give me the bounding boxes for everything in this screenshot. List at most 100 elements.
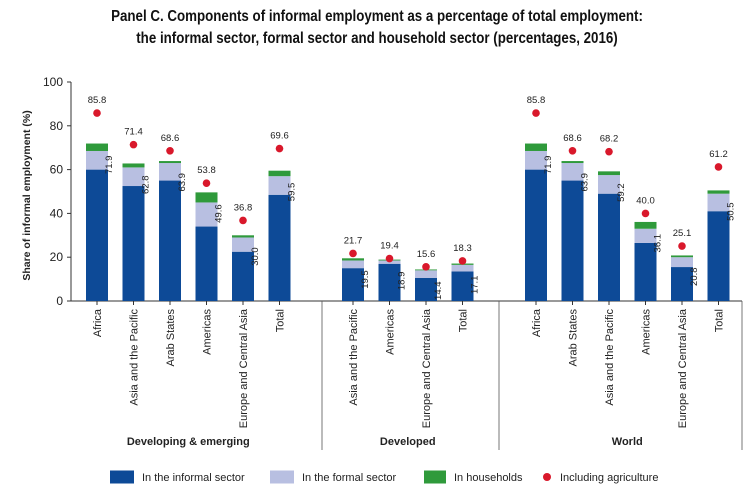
bar-segment-informal-sector <box>86 169 108 301</box>
agriculture-value-label: 40.0 <box>636 195 655 206</box>
bar-segment-formal-sector <box>159 163 181 181</box>
chart-title-line-2: the informal sector, formal sector and h… <box>136 30 618 47</box>
total-value-label: 63.9 <box>580 173 591 192</box>
agriculture-value-label: 53.8 <box>197 165 216 176</box>
total-value-label: 50.5 <box>726 202 737 221</box>
legend-label: In households <box>454 472 523 484</box>
agriculture-marker <box>678 242 686 250</box>
agriculture-value-label: 61.2 <box>709 149 728 160</box>
total-value-label: 71.9 <box>543 156 554 175</box>
agriculture-marker <box>202 179 211 187</box>
bar-segment-formal-sector <box>86 150 108 170</box>
y-axis-title: Share of informal employment (%) <box>21 110 33 280</box>
category-label: Asia and the Pacific <box>129 309 141 406</box>
bar-segment-formal-sector <box>195 202 218 227</box>
bar-segment-households <box>159 161 181 164</box>
category-label: Americas <box>202 309 214 355</box>
bar-segment-informal-sector <box>561 180 584 301</box>
agriculture-marker <box>458 257 467 265</box>
category-label: Arab States <box>568 309 580 367</box>
bar-segment-households <box>195 192 218 203</box>
agriculture-value-label: 25.1 <box>673 228 692 239</box>
legend-label: In the informal sector <box>142 472 245 484</box>
bar-segment-informal-sector <box>268 194 291 301</box>
y-tick-label: 20 <box>50 250 64 264</box>
total-value-label: 59.5 <box>287 183 298 202</box>
legend-label: In the formal sector <box>302 472 396 484</box>
bar-segment-formal-sector <box>634 228 657 243</box>
chart-title: Panel C. Components of informal employme… <box>53 6 701 50</box>
category-label: Asia and the Pacific <box>348 309 360 406</box>
bar-segment-households <box>561 161 584 164</box>
agriculture-value-label: 71.4 <box>124 127 143 138</box>
bar-segment-informal-sector <box>122 186 145 301</box>
agriculture-value-label: 85.8 <box>527 95 546 106</box>
agriculture-marker <box>129 140 138 149</box>
category-label: Europe and Central Asia <box>677 308 689 428</box>
category-label: Europe and Central Asia <box>421 308 433 428</box>
category-label: Arab States <box>165 309 177 367</box>
category-label: Africa <box>531 308 543 337</box>
bar-segment-formal-sector <box>122 167 145 187</box>
axes: 0 20 40 60 80 100 Share of informal employment… <box>21 75 743 450</box>
bar-segment-formal-sector <box>707 193 730 212</box>
category-label: Asia and the Pacific <box>604 309 616 406</box>
y-tick-label: 0 <box>56 294 63 308</box>
legend-label: Including agriculture <box>560 472 658 484</box>
bar-segment-households <box>342 258 364 261</box>
total-value-label: 18.9 <box>397 272 408 291</box>
total-value-label: 20.8 <box>689 267 700 286</box>
bar-segment-formal-sector <box>525 150 547 170</box>
total-value-label: 14.4 <box>433 281 444 300</box>
agriculture-value-label: 68.6 <box>161 133 180 144</box>
bar-segment-formal-sector <box>598 175 620 194</box>
agriculture-marker <box>275 144 284 153</box>
agriculture-value-label: 19.4 <box>380 241 399 252</box>
bar-segment-formal-sector <box>561 163 584 181</box>
agriculture-value-label: 18.3 <box>453 243 472 254</box>
legend: In the informal sector In the formal sect… <box>110 470 658 484</box>
agriculture-value-label: 21.7 <box>344 235 363 246</box>
total-value-label: 19.5 <box>360 270 371 289</box>
agriculture-marker <box>385 254 394 263</box>
y-tick-label: 80 <box>50 119 64 133</box>
legend-item-agriculture: Including agriculture <box>543 472 658 484</box>
bar-segment-informal-sector <box>598 193 620 301</box>
agriculture-marker <box>239 216 247 225</box>
bar-segment-households <box>525 143 547 151</box>
legend-item-formal-sector: In the formal sector <box>270 470 396 484</box>
y-tick-label: 100 <box>43 75 63 89</box>
bar-segment-informal-sector <box>634 242 657 301</box>
bar-segment-households <box>598 171 620 176</box>
bar-segment-informal-sector <box>415 278 437 301</box>
category-label: Africa <box>92 308 104 337</box>
bar-segment-informal-sector <box>451 271 474 301</box>
category-label: Americas <box>385 309 397 355</box>
category-label: Europe and Central Asia <box>238 308 250 428</box>
agriculture-marker <box>605 147 613 156</box>
agriculture-value-label: 68.6 <box>563 133 582 144</box>
bar-segment-formal-sector <box>451 264 474 272</box>
bar-segment-households <box>634 221 657 229</box>
total-value-label: 49.6 <box>214 204 225 223</box>
agriculture-value-label: 68.2 <box>600 134 619 145</box>
agriculture-value-label: 85.8 <box>88 95 107 106</box>
legend-swatch <box>110 470 134 484</box>
category-label: Americas <box>641 309 653 355</box>
group-label: Developing & emerging <box>127 436 250 448</box>
bar-segment-informal-sector <box>195 226 218 301</box>
bar-segment-informal-sector <box>342 268 364 301</box>
agriculture-marker <box>422 263 430 271</box>
labels: 71.9 85.8 Africa 62.8 71.4 Asia and the Pacif… <box>88 95 737 448</box>
group-label: Developed <box>380 436 436 448</box>
y-tick-label: 60 <box>50 163 64 177</box>
total-value-label: 62.8 <box>141 175 152 194</box>
bar-segment-households <box>122 163 145 168</box>
agriculture-marker <box>641 209 650 218</box>
bar-segment-informal-sector <box>378 263 401 301</box>
bar-segment-households <box>268 170 291 177</box>
legend-item-households: In households <box>424 470 523 484</box>
bar-segment-informal-sector <box>232 251 254 301</box>
bar-segment-informal-sector <box>707 211 730 301</box>
